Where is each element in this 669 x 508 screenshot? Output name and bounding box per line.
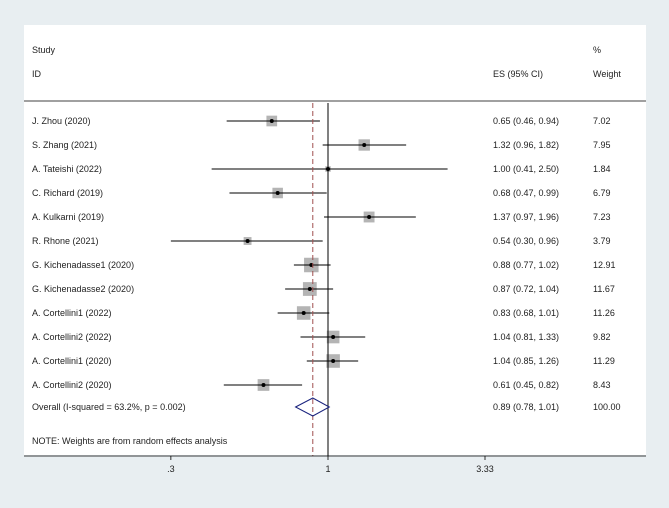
point-estimate [245,239,250,243]
study-label: R. Rhone (2021) [32,236,99,246]
point-estimate [275,191,280,195]
es-text: 0.83 (0.68, 1.01) [493,308,559,318]
study-row: J. Zhou (2020) 0.65 (0.46, 0.94) 7.02 [32,115,611,127]
study-row: C. Richard (2019) 0.68 (0.47, 0.99) 6.79 [32,187,611,199]
study-label: G. Kichenadasse1 (2020) [32,260,134,270]
x-tick-label: .3 [167,464,175,474]
weight-text: 8.43 [593,380,611,390]
study-row: A. Cortellini1 (2022) 0.83 (0.68, 1.01) 11… [32,306,615,320]
point-estimate [331,359,336,363]
study-label: A. Tateishi (2022) [32,164,102,174]
study-row: G. Kichenadasse2 (2020) 0.87 (0.72, 1.04)… [32,282,615,296]
study-row: A. Cortellini1 (2020) 1.04 (0.85, 1.26) 11… [32,354,615,368]
es-text: 1.04 (0.85, 1.26) [493,356,559,366]
point-estimate [307,287,312,291]
header-study: Study [32,45,56,55]
es-text: 0.88 (0.77, 1.02) [493,260,559,270]
header-weight-symbol: % [593,45,601,55]
es-text: 0.54 (0.30, 0.96) [493,236,559,246]
weight-text: 9.82 [593,332,611,342]
es-text: 1.37 (0.97, 1.96) [493,212,559,222]
es-text: 1.04 (0.81, 1.33) [493,332,559,342]
es-text: 0.61 (0.45, 0.82) [493,380,559,390]
overall-diamond [294,397,331,417]
weight-text: 3.79 [593,236,611,246]
point-estimate [331,335,336,339]
weight-text: 12.91 [593,260,616,270]
point-estimate [301,311,306,315]
overall-label: Overall (I-squared = 63.2%, p = 0.002) [32,402,186,412]
header-weight: Weight [593,69,621,79]
es-text: 0.68 (0.47, 0.99) [493,188,559,198]
weight-text: 7.23 [593,212,611,222]
study-label: A. Cortellini1 (2022) [32,308,112,318]
weight-text: 11.26 [593,308,615,318]
study-label: C. Richard (2019) [32,188,103,198]
plot-panel [24,25,646,455]
weight-text: 6.79 [593,188,611,198]
es-text: 0.65 (0.46, 0.94) [493,116,559,126]
es-text: 1.00 (0.41, 2.50) [493,164,559,174]
overall-es-text: 0.89 (0.78, 1.01) [493,402,559,412]
weight-text: 7.95 [593,140,611,150]
overall-weight-text: 100.00 [593,402,621,412]
study-label: A. Cortellini2 (2020) [32,380,112,390]
study-row: S. Zhang (2021) 1.32 (0.96, 1.82) 7.95 [32,139,611,151]
point-estimate [367,215,372,219]
study-label: S. Zhang (2021) [32,140,97,150]
es-text: 0.87 (0.72, 1.04) [493,284,559,294]
study-label: G. Kichenadasse2 (2020) [32,284,134,294]
study-label: A. Cortellini2 (2022) [32,332,112,342]
weights-note: NOTE: Weights are from random effects an… [32,436,228,446]
header-es: ES (95% CI) [493,69,543,79]
study-label: J. Zhou (2020) [32,116,91,126]
study-label: A. Cortellini1 (2020) [32,356,112,366]
study-row: A. Cortellini2 (2020) 0.61 (0.45, 0.82) 8.… [32,379,611,391]
study-row: G. Kichenadasse1 (2020) 0.88 (0.77, 1.02)… [32,257,616,273]
study-row: A. Cortellini2 (2022) 1.04 (0.81, 1.33) 9.… [32,330,611,344]
x-tick-label: 1 [325,464,330,474]
point-estimate [261,383,266,387]
study-label: A. Kulkarni (2019) [32,212,104,222]
weight-text: 7.02 [593,116,611,126]
weight-text: 1.84 [593,164,611,174]
reference-lines [312,103,329,456]
x-axis-ticks: .3 1 3.33 [167,456,494,474]
study-row: R. Rhone (2021) 0.54 (0.30, 0.96) 3.79 [32,236,611,246]
header-id: ID [32,69,42,79]
x-tick-label: 3.33 [476,464,494,474]
weight-text: 11.29 [593,356,615,366]
point-estimate [269,119,274,123]
weight-text: 11.67 [593,284,615,294]
study-row: A. Kulkarni (2019) 1.37 (0.97, 1.96) 7.23 [32,211,611,223]
point-estimate [362,143,367,147]
es-text: 1.32 (0.96, 1.82) [493,140,559,150]
